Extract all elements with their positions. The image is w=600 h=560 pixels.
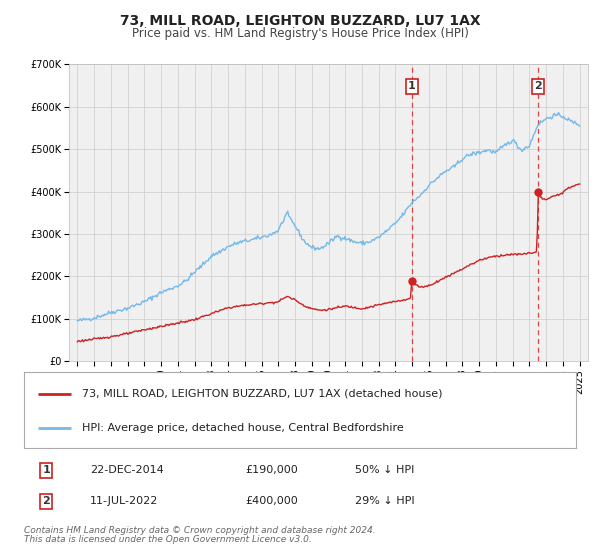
Text: This data is licensed under the Open Government Licence v3.0.: This data is licensed under the Open Gov… <box>24 535 312 544</box>
Text: HPI: Average price, detached house, Central Bedfordshire: HPI: Average price, detached house, Cent… <box>82 423 404 433</box>
Text: 2: 2 <box>42 496 50 506</box>
Text: 2: 2 <box>535 81 542 91</box>
Text: 50% ↓ HPI: 50% ↓ HPI <box>355 465 415 475</box>
Text: 29% ↓ HPI: 29% ↓ HPI <box>355 496 415 506</box>
Text: 1: 1 <box>42 465 50 475</box>
Text: 22-DEC-2014: 22-DEC-2014 <box>90 465 164 475</box>
Text: 1: 1 <box>408 81 416 91</box>
Text: Contains HM Land Registry data © Crown copyright and database right 2024.: Contains HM Land Registry data © Crown c… <box>24 526 376 535</box>
Text: £190,000: £190,000 <box>245 465 298 475</box>
Text: £400,000: £400,000 <box>245 496 298 506</box>
Text: Price paid vs. HM Land Registry's House Price Index (HPI): Price paid vs. HM Land Registry's House … <box>131 27 469 40</box>
Text: 73, MILL ROAD, LEIGHTON BUZZARD, LU7 1AX: 73, MILL ROAD, LEIGHTON BUZZARD, LU7 1AX <box>119 14 481 28</box>
Text: 11-JUL-2022: 11-JUL-2022 <box>90 496 158 506</box>
Text: 73, MILL ROAD, LEIGHTON BUZZARD, LU7 1AX (detached house): 73, MILL ROAD, LEIGHTON BUZZARD, LU7 1AX… <box>82 389 442 399</box>
